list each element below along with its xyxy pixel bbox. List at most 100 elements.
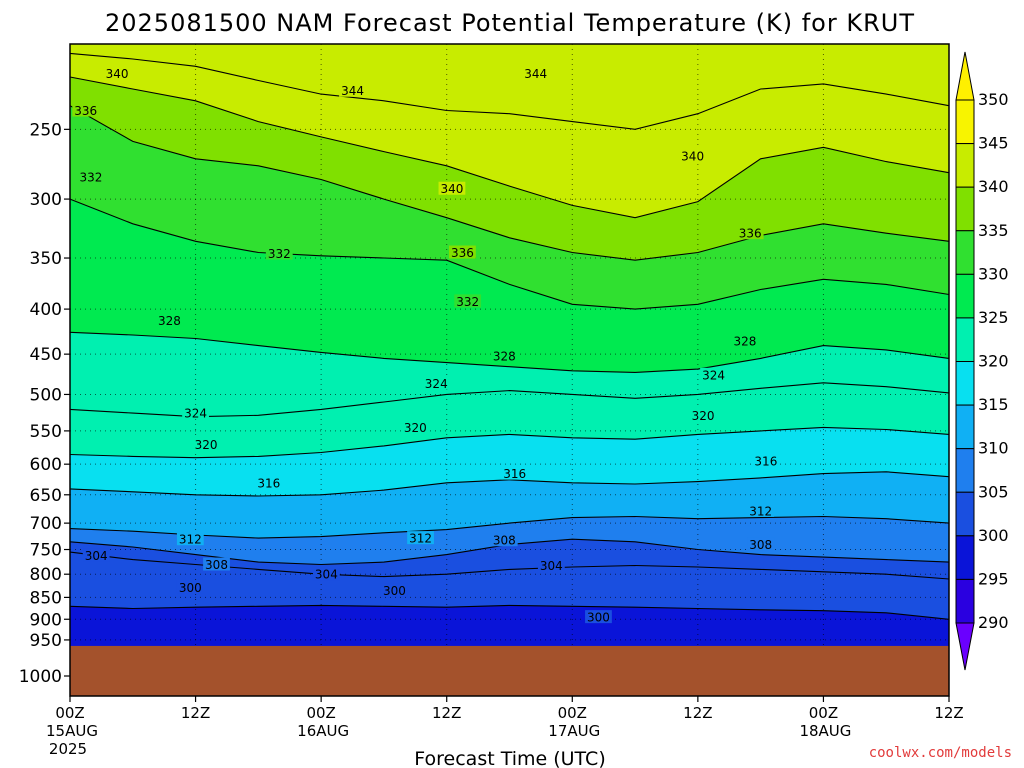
band-332 [70,105,949,310]
contour-label: 336 [739,227,762,241]
contour-label-bg [182,406,209,420]
x-tick-sublabel: 17AUG [548,722,600,740]
isotherm-300 [69,604,950,620]
band-320 [70,382,949,458]
colorbar-label: 300 [978,526,1009,545]
x-tick-label: 12Z [181,704,210,722]
contour-label: 312 [409,532,432,546]
isotherm-340 [69,76,950,219]
colorbar-segment [955,99,975,145]
colorbar: 290 295 300 305 310 315 320 325 330 335 340 345 350 [955,51,1009,671]
y-tick-label: 900 [30,610,62,630]
y-tick-label: 650 [30,486,62,506]
x-tick-label: 00Z [558,704,587,722]
x-tick-sublabel: 18AUG [799,722,851,740]
contour-label: 300 [383,584,406,598]
y-tick-label: 300 [30,190,62,210]
contour-label-bg [72,103,100,117]
credit-text: coolwx.com/models [869,745,1012,761]
y-tick-label: 250 [30,120,62,140]
contour-label: 312 [179,533,202,547]
colorbar-segment [955,230,975,275]
y-tick-label: 600 [30,455,62,475]
contour-label-bg [454,294,482,308]
colorbar-label: 320 [978,352,1009,371]
contour-label: 304 [540,559,563,573]
y-tick-label: 800 [30,565,62,585]
contour-label: 308 [493,534,516,548]
contour-label-bg [537,558,565,572]
contour-label-bg [700,367,727,381]
contour-label-bg [747,503,775,517]
x-tick-sublabel: 15AUG [46,722,98,740]
isotherm-316 [69,471,950,497]
band-336 [70,77,949,261]
contour-label-bg [176,580,204,594]
contour-label-bg [752,453,780,467]
contour-label-bg [736,226,764,240]
contour-label: 316 [503,467,526,481]
terrain-ground [70,645,949,696]
contour-label-bg [422,376,450,390]
contour-label-bg [731,334,759,348]
y-tick-label: 450 [30,345,62,365]
colorbar-segment [955,186,975,232]
contour-label-bg [679,148,707,162]
contour-label: 320 [404,421,427,435]
contour-label-bg [490,348,518,362]
contour-label-bg [203,557,230,571]
isotherm-336 [69,105,950,261]
contour-label-bg [312,567,340,581]
contour-label: 332 [268,247,291,261]
y-axis: 2503003504004505005506006507007508008509… [19,120,70,687]
colorbar-segment [955,578,975,624]
contour-label-bg [522,66,550,80]
contour-label: 328 [493,349,516,363]
y-tick-label: 1000 [19,667,62,687]
colorbar-label: 350 [978,90,1009,109]
contour-label: 344 [524,67,547,81]
colorbar-label: 330 [978,264,1009,283]
contour-label: 308 [749,538,772,552]
contour-label-bg [449,245,476,259]
band-328 [70,199,949,373]
x-tick-label: 00Z [306,704,335,722]
contour-label: 316 [257,476,280,490]
colorbar-segment [955,361,975,406]
x-axis-label: Forecast Time (UTC) [414,748,605,768]
chart-title: 2025081500 NAM Forecast Potential Temper… [105,9,915,37]
x-tick-label: 12Z [934,704,963,722]
contour-label: 328 [733,335,756,349]
contour-label: 328 [158,314,181,328]
contour-label-bg [438,181,466,195]
contour-label-bg [407,531,434,545]
contour-label-bg [265,246,293,260]
contour-label-bg [689,408,717,422]
contour-label: 324 [702,368,725,382]
isotherm-320 [69,426,950,459]
contour-label-bg [77,169,105,183]
contour-label: 336 [451,246,474,260]
y-tick-label: 750 [30,541,62,561]
y-tick-label: 500 [30,385,62,405]
band-304 [70,539,949,579]
colorbar-label: 315 [978,395,1009,414]
x-tick-label: 00Z [809,704,838,722]
band-324 [70,332,949,417]
contour-label: 332 [79,170,102,184]
contour-label-bg [82,548,110,562]
band-300 [70,552,949,620]
contour-label: 340 [106,67,129,81]
colorbar-arrow-top [955,51,975,101]
contour-label: 332 [456,295,479,309]
contour-label-bg [490,533,518,547]
isotherm-312 [69,515,950,539]
contour-label-bg [380,583,408,597]
contour-label-bg [176,532,204,546]
y-tick-label: 550 [30,422,62,442]
contour-label: 304 [315,568,338,582]
colorbar-label: 335 [978,221,1009,240]
contour-label: 324 [184,407,207,421]
colorbar-arrow-bottom [955,622,975,671]
